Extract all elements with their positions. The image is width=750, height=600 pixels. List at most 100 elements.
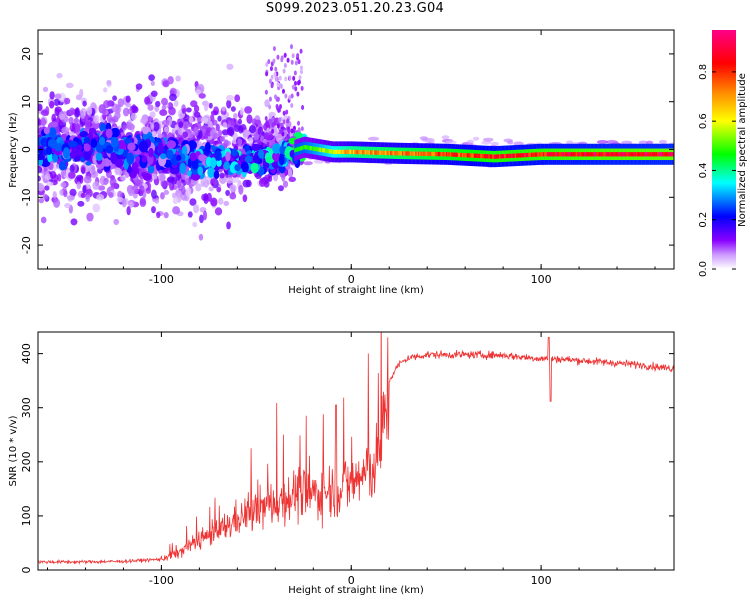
spectral-blob xyxy=(276,54,280,60)
ridge-core xyxy=(653,152,655,157)
ridge-core xyxy=(424,151,427,156)
ridge-core xyxy=(436,151,438,157)
spectral-blob xyxy=(238,125,244,134)
ridge-core xyxy=(530,152,533,157)
ridge-core xyxy=(534,152,537,157)
ridge-core xyxy=(574,152,577,157)
spectral-blob xyxy=(168,106,176,116)
spectral-blob xyxy=(222,122,228,128)
ridge-core xyxy=(492,154,494,159)
spectral-blob xyxy=(199,214,204,224)
spectral-blob xyxy=(186,130,194,139)
chart-title: S099.2023.051.20.23.G04 xyxy=(265,1,445,16)
spectral-blob xyxy=(148,147,154,158)
spectral-blob xyxy=(231,148,238,157)
spectral-blob xyxy=(83,150,92,161)
spectral-blob xyxy=(105,122,112,131)
ridge-core xyxy=(477,153,480,159)
spectral-blob xyxy=(105,128,113,139)
spectral-blob xyxy=(110,182,119,189)
spectral-blob xyxy=(197,166,204,176)
snr-ticks: -100 0 100 0 100 200 300 400 xyxy=(20,332,674,587)
spectral-blob xyxy=(290,44,294,50)
ridge-core xyxy=(633,152,635,157)
spectral-blob xyxy=(296,53,300,59)
ridge-core xyxy=(637,152,639,157)
ridge-core xyxy=(651,152,654,157)
spectral-blob xyxy=(268,113,272,119)
spectral-blob xyxy=(69,164,75,173)
ridge-core xyxy=(464,153,466,158)
ridge-core xyxy=(407,151,409,156)
spectral-blob xyxy=(38,153,45,161)
spectral-blob xyxy=(240,161,247,171)
spectral-blob xyxy=(150,90,158,98)
ridge-core xyxy=(376,150,379,155)
spectrogram-ylabel: Frequency (Hz) xyxy=(8,112,19,188)
spectral-blob xyxy=(131,105,139,114)
spectral-blob xyxy=(264,115,268,121)
ridge-core xyxy=(343,149,345,155)
ridge-core xyxy=(371,150,373,155)
ridge-core xyxy=(517,153,520,158)
ridge-core xyxy=(298,146,300,152)
ridge-core xyxy=(374,150,376,155)
ridge-core xyxy=(455,152,457,157)
spectral-blob xyxy=(139,198,147,208)
spectral-blob xyxy=(150,122,155,130)
ridge-core xyxy=(302,145,304,150)
spectral-blob xyxy=(441,135,450,140)
spectral-blob xyxy=(182,131,188,139)
spectral-blob xyxy=(292,75,296,81)
spectral-blob xyxy=(110,127,120,138)
ridge-core xyxy=(453,152,456,157)
spectral-blob xyxy=(291,53,295,59)
spectral-blob xyxy=(111,137,119,148)
spectral-blob xyxy=(225,94,234,101)
spectral-blob xyxy=(271,122,275,128)
spectral-blob xyxy=(47,138,58,149)
spectral-blob xyxy=(122,124,128,131)
spectral-blob xyxy=(70,218,78,226)
spectral-blob xyxy=(239,107,244,116)
ridge-core xyxy=(399,151,401,156)
spectral-blob xyxy=(106,79,112,88)
spectral-blob xyxy=(138,140,149,153)
spectral-blob xyxy=(207,166,215,178)
x-tick-label: -100 xyxy=(149,273,174,286)
ridge-core xyxy=(646,152,648,157)
spectral-blob xyxy=(280,55,284,61)
spectral-blob xyxy=(79,131,89,138)
spectral-blob xyxy=(61,126,70,134)
ridge-core xyxy=(322,148,324,153)
spectral-blob xyxy=(48,121,59,128)
spectral-blob xyxy=(271,117,275,123)
spectral-blob xyxy=(278,117,282,123)
spectral-blob xyxy=(221,106,226,112)
spectral-blob xyxy=(150,173,158,180)
ridge-core xyxy=(584,152,586,157)
spectral-blob xyxy=(237,138,243,146)
spectral-blob xyxy=(84,119,91,130)
spectral-blob xyxy=(260,135,265,143)
ridge-core xyxy=(578,152,581,157)
ridge-core xyxy=(540,152,542,157)
y-tick-label: 20 xyxy=(20,47,33,61)
colorbar-label: Normalized spectral amplitude xyxy=(737,73,748,227)
ridge-core xyxy=(300,145,303,151)
spectral-blob xyxy=(268,78,272,84)
ridge-core xyxy=(601,152,603,157)
spectral-blob xyxy=(290,128,294,134)
spectral-blob xyxy=(298,75,302,81)
spectral-blob xyxy=(40,117,46,127)
spectral-blob xyxy=(216,158,222,167)
ridge-core xyxy=(358,149,360,155)
spectral-blob xyxy=(253,132,260,141)
spectral-blob xyxy=(282,180,289,188)
spectral-blob xyxy=(125,95,131,103)
ridge-core xyxy=(443,152,445,157)
spectral-blob xyxy=(122,169,128,176)
spectral-blob xyxy=(65,82,74,89)
ridge-core xyxy=(401,151,404,156)
spectral-blob xyxy=(279,145,286,155)
